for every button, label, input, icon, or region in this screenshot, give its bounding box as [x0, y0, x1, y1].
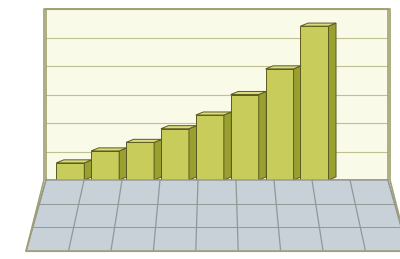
Polygon shape — [91, 148, 127, 151]
Polygon shape — [224, 112, 231, 180]
Polygon shape — [126, 142, 154, 180]
Polygon shape — [91, 151, 119, 180]
Polygon shape — [196, 112, 231, 115]
Polygon shape — [26, 180, 400, 251]
Polygon shape — [300, 23, 336, 26]
Polygon shape — [231, 95, 259, 180]
Polygon shape — [328, 23, 336, 180]
Polygon shape — [126, 139, 162, 142]
Polygon shape — [259, 91, 266, 180]
Polygon shape — [154, 139, 162, 180]
Polygon shape — [266, 69, 294, 180]
Polygon shape — [231, 91, 266, 95]
Polygon shape — [161, 126, 196, 129]
Polygon shape — [56, 160, 92, 163]
Polygon shape — [119, 148, 127, 180]
Polygon shape — [300, 26, 328, 180]
Polygon shape — [161, 129, 189, 180]
Polygon shape — [56, 163, 84, 180]
Polygon shape — [294, 66, 301, 180]
Polygon shape — [189, 126, 196, 180]
Polygon shape — [266, 66, 301, 69]
Polygon shape — [84, 160, 92, 180]
Polygon shape — [196, 115, 224, 180]
